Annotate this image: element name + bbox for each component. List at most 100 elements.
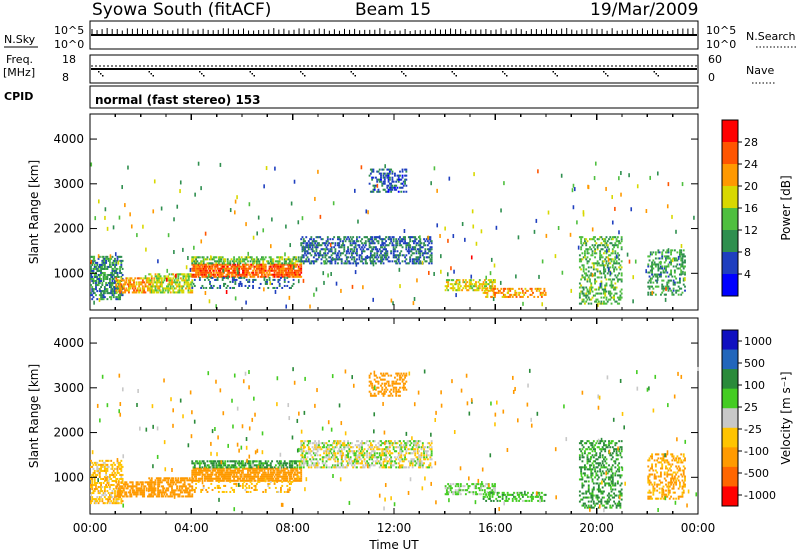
heatmap-cell — [478, 279, 481, 282]
heatmap-cell — [103, 263, 106, 266]
heatmap-cell — [261, 267, 263, 270]
heatmap-cell — [611, 195, 613, 200]
heatmap-cell — [172, 479, 175, 482]
heatmap-cell — [395, 238, 398, 241]
heatmap-cell — [343, 246, 346, 249]
heatmap-cell — [302, 254, 305, 257]
heatmap-cell — [145, 285, 148, 288]
heatmap-cell — [120, 493, 123, 496]
heatmap-cell — [386, 258, 389, 261]
heatmap-cell — [207, 473, 210, 476]
heatmap-cell — [105, 282, 108, 285]
heatmap-cell — [250, 475, 253, 478]
heatmap-cell — [473, 285, 476, 288]
heatmap-cell — [665, 293, 667, 296]
heatmap-cell — [599, 302, 602, 305]
heatmap-cell — [117, 493, 120, 496]
heatmap-cell — [356, 236, 358, 239]
heatmap-cell — [183, 491, 186, 494]
heatmap-cell — [587, 270, 590, 273]
heatmap-cell — [401, 176, 404, 179]
heatmap-cell — [240, 471, 243, 474]
heatmap-cell — [124, 491, 127, 494]
heatmap-cell — [395, 184, 398, 187]
heatmap-cell — [173, 489, 176, 492]
heatmap-cell — [589, 278, 591, 281]
heatmap-cell — [269, 477, 272, 480]
heatmap-cell — [647, 255, 650, 258]
heatmap-cell — [143, 493, 146, 496]
heatmap-cell — [135, 487, 138, 490]
heatmap-cell — [354, 246, 357, 249]
heatmap-cell — [584, 252, 586, 255]
heatmap-cell — [492, 293, 495, 296]
heatmap-cell — [259, 263, 262, 266]
heatmap-cell — [396, 242, 399, 245]
heatmap-cell — [245, 486, 248, 489]
heatmap-cell — [257, 471, 260, 474]
heatmap-cell — [164, 277, 167, 280]
heatmap-cell — [278, 262, 281, 265]
heatmap-cell — [672, 293, 675, 296]
heatmap-cell — [198, 466, 201, 469]
heatmap-cell — [613, 296, 615, 299]
heatmap-cell — [177, 289, 180, 292]
heatmap-cell — [324, 254, 327, 257]
heatmap-cell — [489, 287, 491, 290]
heatmap-cell — [297, 471, 300, 474]
heatmap-cell — [154, 483, 157, 486]
heatmap-cell — [243, 260, 246, 263]
heatmap-cell — [276, 475, 279, 478]
heatmap-cell — [109, 496, 111, 499]
heatmap-cell — [109, 254, 112, 259]
heatmap-cell — [105, 290, 108, 293]
heatmap-cell — [128, 281, 130, 284]
heatmap-cell — [673, 257, 676, 260]
heatmap-cell — [150, 287, 153, 290]
heatmap-cell — [586, 290, 589, 293]
heatmap-cell — [229, 286, 232, 289]
heatmap-cell — [388, 168, 391, 171]
heatmap-cell — [684, 271, 686, 274]
heatmap-cell — [155, 283, 158, 286]
heatmap-cell — [225, 269, 228, 272]
heatmap-cell — [111, 273, 114, 276]
heatmap-cell — [286, 284, 289, 287]
heatmap-cell — [210, 479, 213, 482]
heatmap-cell — [383, 188, 386, 191]
heatmap-cell — [589, 288, 592, 293]
freq-unit-label: [MHz] — [3, 66, 35, 79]
heatmap-cell — [117, 487, 120, 490]
heatmap-cell — [288, 466, 291, 469]
heatmap-cell — [211, 466, 214, 469]
heatmap-cell — [347, 250, 349, 253]
heatmap-cell — [263, 475, 266, 478]
heatmap-cell — [282, 464, 285, 467]
heatmap-cell — [98, 482, 101, 485]
nave-dip-dot — [102, 75, 104, 77]
heatmap-cell — [276, 263, 279, 266]
heatmap-cell — [201, 471, 204, 474]
heatmap-cell — [149, 481, 152, 484]
heatmap-cell — [133, 283, 135, 286]
heatmap-cell — [348, 262, 351, 265]
heatmap-cell — [204, 263, 206, 266]
heatmap-cell — [224, 263, 227, 266]
heatmap-cell — [314, 242, 317, 245]
heatmap-cell — [244, 256, 247, 259]
heatmap-cell — [310, 238, 313, 241]
heatmap-cell — [147, 285, 149, 288]
heatmap-cell — [291, 464, 294, 467]
heatmap-cell — [663, 271, 666, 274]
heatmap-cell — [380, 176, 382, 179]
heatmap-cell — [606, 300, 609, 303]
heatmap-cell — [224, 282, 227, 285]
heatmap-cell — [150, 483, 153, 486]
heatmap-cell — [620, 278, 623, 281]
heatmap-cell — [481, 283, 484, 286]
heatmap-cell — [595, 292, 598, 295]
heatmap-cell — [318, 256, 320, 259]
nave-dip-dot — [453, 73, 455, 75]
heatmap-cell — [201, 473, 204, 476]
heatmap-cell — [114, 282, 116, 285]
